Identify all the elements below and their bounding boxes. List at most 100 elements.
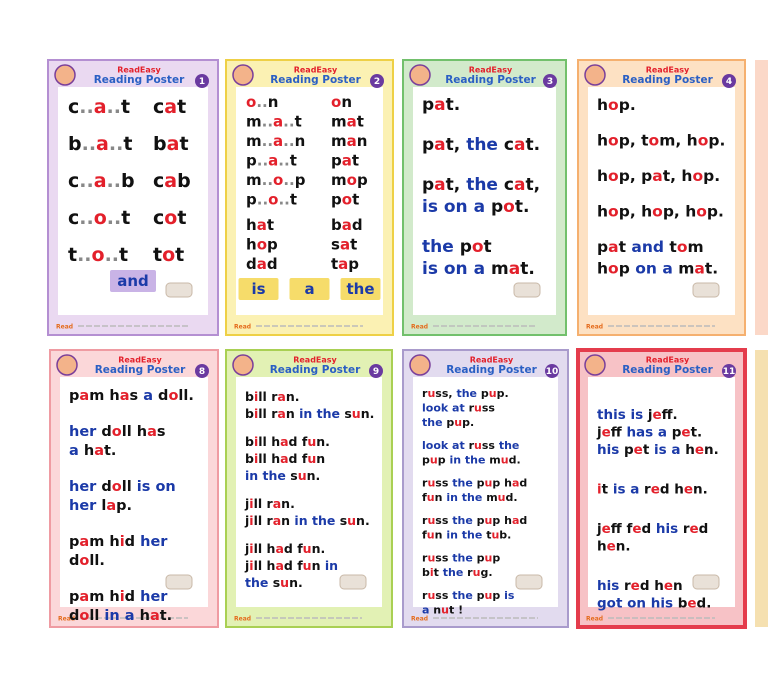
poster-line: bill had fun [245, 451, 325, 466]
poster-line: her doll is on [69, 479, 176, 495]
poster-word: p..a..t [246, 151, 297, 169]
content-panel [60, 377, 208, 607]
header-title-b: Reading Poster [445, 74, 536, 86]
logo [56, 354, 78, 376]
poster-word: dad [246, 255, 278, 273]
illustration [513, 282, 541, 298]
poster-number: 1 [199, 77, 205, 87]
poster-line: his red hen [597, 578, 683, 594]
poster-line: is on a pot. [422, 197, 529, 217]
poster-line: bill ran. [245, 389, 299, 404]
poster-line: jill had fun. [244, 541, 325, 556]
brand-logo: Read [411, 324, 428, 331]
poster-line: his pet is a hen. [597, 442, 719, 458]
poster-word: b..a..t [68, 133, 132, 155]
content-panel [236, 377, 382, 607]
number-badge [369, 364, 383, 378]
content-panel [236, 87, 383, 315]
poster-line: fun in the mud. [422, 491, 518, 504]
poster-line: pat, the cat. [422, 135, 540, 155]
word-box-label: a [304, 280, 314, 298]
number-badge [195, 74, 209, 88]
poster-line: fun in the tub. [422, 529, 511, 542]
brand-logo: Read [411, 616, 428, 623]
poster-line: it is a red hen. [597, 482, 708, 498]
number-badge [722, 74, 736, 88]
poster-line: bit the rug. [422, 566, 493, 579]
poster-line: a nut ! [422, 604, 463, 617]
partial-poster [755, 60, 768, 335]
poster-line: jill ran. [244, 496, 295, 511]
header-title-a: ReadEasy [646, 356, 690, 365]
poster-line: pam has a doll. [69, 388, 194, 404]
poster-line: russ, the pup. [422, 387, 509, 400]
logo [584, 64, 606, 86]
poster-word: c..a..b [68, 170, 135, 192]
brand-logo: Read [234, 616, 251, 623]
poster-number: 2 [374, 77, 380, 87]
poster-line: jill ran in the sun. [244, 513, 370, 528]
poster-line: hop. [597, 96, 636, 114]
poster-line: her doll has [69, 424, 166, 440]
header-title-a: ReadEasy [118, 356, 162, 365]
poster-line: pam hid her [69, 534, 168, 550]
poster-word: cat [153, 96, 186, 118]
poster-word: c..o..t [68, 207, 130, 229]
header-title-b: Reading Poster [446, 364, 537, 376]
poster-line: her lap. [69, 498, 132, 514]
content-panel [413, 377, 558, 607]
poster-line: in the sun. [245, 468, 320, 483]
poster-line: russ the pup had [422, 477, 527, 490]
word-box [110, 270, 156, 292]
poster-line: got on his bed. [597, 596, 711, 612]
poster-line: a hat. [69, 443, 116, 459]
poster-word: o..n [246, 93, 278, 111]
brand-logo: Read [234, 324, 251, 331]
logo [409, 354, 431, 376]
header-title-a: ReadEasy [469, 66, 513, 75]
header-title-b: Reading Poster [95, 364, 186, 376]
poster-number: 3 [547, 77, 553, 87]
poster-line: doll. [69, 553, 105, 569]
poster-word: cab [153, 170, 191, 192]
poster-line: pat. [422, 95, 460, 115]
content-panel [588, 377, 735, 607]
partial-poster [755, 350, 768, 627]
header-title-b: Reading Poster [270, 74, 361, 86]
poster-line: pam hid her [69, 589, 168, 605]
header-title-a: ReadEasy [293, 356, 337, 365]
poster-line: pat and tom [597, 238, 704, 256]
poster-word: p..o..t [246, 190, 297, 208]
poster-line: the pup. [422, 416, 474, 429]
header-title-a: ReadEasy [294, 66, 338, 75]
poster-word: tap [331, 255, 359, 273]
poster-line: hop, tom, hop. [597, 131, 725, 149]
illustration [339, 574, 367, 590]
word-box [238, 278, 279, 300]
poster-word: tot [153, 244, 184, 266]
poster-number: 11 [723, 367, 736, 377]
poster-number: 4 [726, 77, 732, 87]
brand-logo: Read [586, 616, 603, 623]
poster-line: hen. [597, 539, 631, 555]
number-badge [370, 74, 384, 88]
poster-line: hop, pat, hop. [597, 167, 720, 185]
illustration [515, 574, 543, 590]
header-title-b: Reading Poster [270, 364, 361, 376]
header-title-a: ReadEasy [470, 356, 514, 365]
illustration [692, 574, 720, 590]
header-title-b: Reading Poster [622, 364, 713, 376]
illustration [165, 574, 193, 590]
word-box-label: is [251, 280, 265, 298]
brand-logo: Read [56, 324, 73, 331]
